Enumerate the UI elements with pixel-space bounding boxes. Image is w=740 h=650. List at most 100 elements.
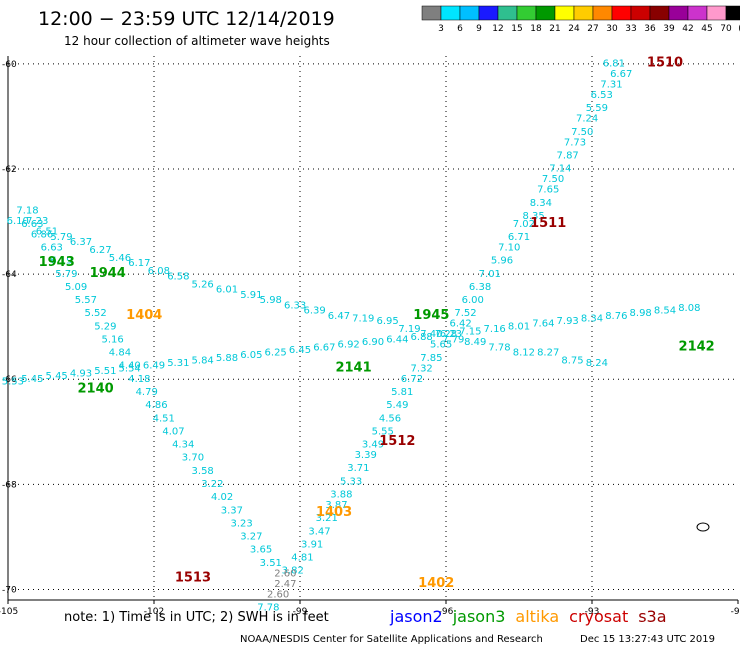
wave-height-label: 4.40 — [119, 361, 141, 372]
wave-height-label: 8.24 — [586, 358, 608, 369]
satellite-name: cryosat — [569, 607, 629, 626]
wave-height-label: 7.16 — [484, 324, 506, 335]
wave-height-label: 3.21 — [316, 513, 338, 524]
wave-height-label: 6.05 — [240, 350, 262, 361]
wave-height-label: 5.09 — [65, 282, 87, 293]
wave-height-label: 3.87 — [325, 500, 347, 511]
page-subtitle: 12 hour collection of altimeter wave hei… — [64, 34, 330, 48]
wave-height-label: 8.76 — [605, 311, 627, 322]
wave-height-label: 6.00 — [462, 295, 484, 306]
wave-height-label: 8.08 — [678, 303, 700, 314]
wave-height-label: 6.47 — [328, 311, 350, 322]
wave-height-label: 6.25 — [265, 348, 287, 359]
wave-height-label: 5.53 — [2, 377, 24, 388]
colorbar-label: 27 — [587, 24, 598, 34]
wave-height-label: 7.14 — [549, 164, 571, 175]
pass-label: 1943 — [39, 255, 75, 270]
wave-height-label: 3.65 — [250, 545, 272, 556]
y-tick-label: -62 — [2, 165, 17, 175]
colorbar-label: 70 — [720, 24, 732, 34]
wave-height-label: 5.49 — [386, 400, 408, 411]
wave-height-label: 3.82 — [282, 566, 304, 577]
wave-height-label: 7.40 — [420, 329, 442, 340]
wave-height-label: 7.78 — [488, 342, 510, 353]
wave-height-label: 8.35 — [522, 211, 544, 222]
wave-height-label: 7.18 — [16, 206, 38, 217]
wave-height-label: 7.19 — [352, 313, 374, 324]
colorbar-label: 21 — [549, 24, 560, 34]
colorbar-label: 33 — [625, 24, 636, 34]
wave-height-label: 7.19 — [398, 324, 420, 335]
wave-height-label: 6.42 — [449, 319, 471, 330]
wave-height-label: 5.31 — [167, 358, 189, 369]
wave-height-label: 5.16 — [102, 334, 124, 345]
wave-height-label: 7.65 — [537, 185, 559, 196]
track-2140-2141-2142: 5.535.45 5.45 4.93 5.51 5.54 6.49 5.31 5.84 5.88… — [2, 303, 701, 388]
wave-height-label: 5.54 — [119, 363, 141, 374]
wave-height-label: 5.55 — [372, 426, 394, 437]
wave-height-label: 5.57 — [75, 295, 97, 306]
wave-height-label: 8.01 — [508, 321, 530, 332]
wave-height-label: 7.85 — [420, 353, 442, 364]
wave-height-label: 6.44 — [386, 334, 408, 345]
colorbar-label: 30 — [606, 24, 618, 34]
wave-height-label: 6.90 — [362, 337, 384, 348]
colorbar-label: 3 — [438, 24, 444, 34]
wave-height-label: 3.88 — [330, 490, 352, 501]
colorbar-label: 12 — [492, 24, 503, 34]
wave-height-label: 7.93 — [557, 316, 579, 327]
y-tick-label: -70 — [2, 585, 17, 595]
wave-height-label: 3.70 — [182, 453, 204, 464]
wave-height-label: 4.93 — [70, 369, 92, 380]
wave-height-label: 6.38 — [469, 282, 491, 293]
colorbar-label: 39 — [663, 24, 675, 34]
coastline-island — [696, 522, 710, 532]
pass-label: 2141 — [335, 360, 371, 375]
wave-height-label: 7.52 — [454, 308, 476, 319]
wave-height-label: 6.58 — [167, 271, 189, 282]
wave-height-label: 6.10 — [7, 216, 29, 227]
wave-height-label: 6.86 — [31, 229, 53, 240]
wave-height-label: 5.26 — [192, 279, 214, 290]
wave-height-label: 7.10 — [498, 242, 520, 253]
y-tick-label: -66 — [2, 375, 17, 385]
colorbar-swatch — [649, 5, 670, 21]
wave-height-label: 4.79 — [136, 387, 158, 398]
pass-label: 1511 — [530, 216, 566, 231]
wave-height-label: 6.53 — [591, 90, 613, 101]
pass-label: 1513 — [175, 571, 211, 586]
wave-height-label: 6.23 — [440, 329, 462, 340]
wave-height-label: 3.22 — [201, 479, 223, 490]
colorbar-swatch — [554, 5, 575, 21]
wave-height-label: 7.50 — [542, 174, 564, 185]
wave-height-label: 6.27 — [89, 245, 111, 256]
colorbar-label: 36 — [644, 24, 656, 34]
wave-height-label: 5.84 — [192, 355, 214, 366]
y-tick-label: -60 — [2, 60, 17, 70]
wave-height-label: 5.96 — [491, 256, 513, 267]
wave-height-label: 6.08 — [148, 266, 170, 277]
x-tick-label: -99 — [293, 607, 308, 617]
wave-height-label: 4.18 — [128, 374, 150, 385]
track-1510-1511-1512: 6.816.677.316.535.597.247.507.737.877.14… — [257, 59, 632, 614]
wave-height-label: 7.23 — [26, 216, 48, 227]
colorbar-swatch — [592, 5, 613, 21]
wave-height-label: 8.34 — [530, 198, 552, 209]
track-1943-1944-1945: 6.106.636.515.796.376.275.466.176.086.58… — [7, 216, 608, 369]
colorbar-swatch — [478, 5, 499, 21]
wave-height-label: 5.91 — [240, 290, 262, 301]
wave-height-label: 4.07 — [162, 426, 184, 437]
pass-label: 1402 — [418, 576, 454, 591]
colorbar-swatch — [516, 5, 537, 21]
wave-height-label: 4.51 — [153, 413, 175, 424]
wave-height-label: 5.59 — [586, 103, 608, 114]
wave-height-label: 5.33 — [340, 476, 362, 487]
pass-label: 1510 — [647, 56, 683, 71]
wave-height-label: 7.64 — [532, 319, 554, 330]
pass-label: 1945 — [413, 308, 449, 323]
wave-height-label: 7.79 — [442, 334, 464, 345]
wave-height-label: 4.56 — [379, 413, 401, 424]
wave-height-label: 7.50 — [571, 127, 593, 138]
